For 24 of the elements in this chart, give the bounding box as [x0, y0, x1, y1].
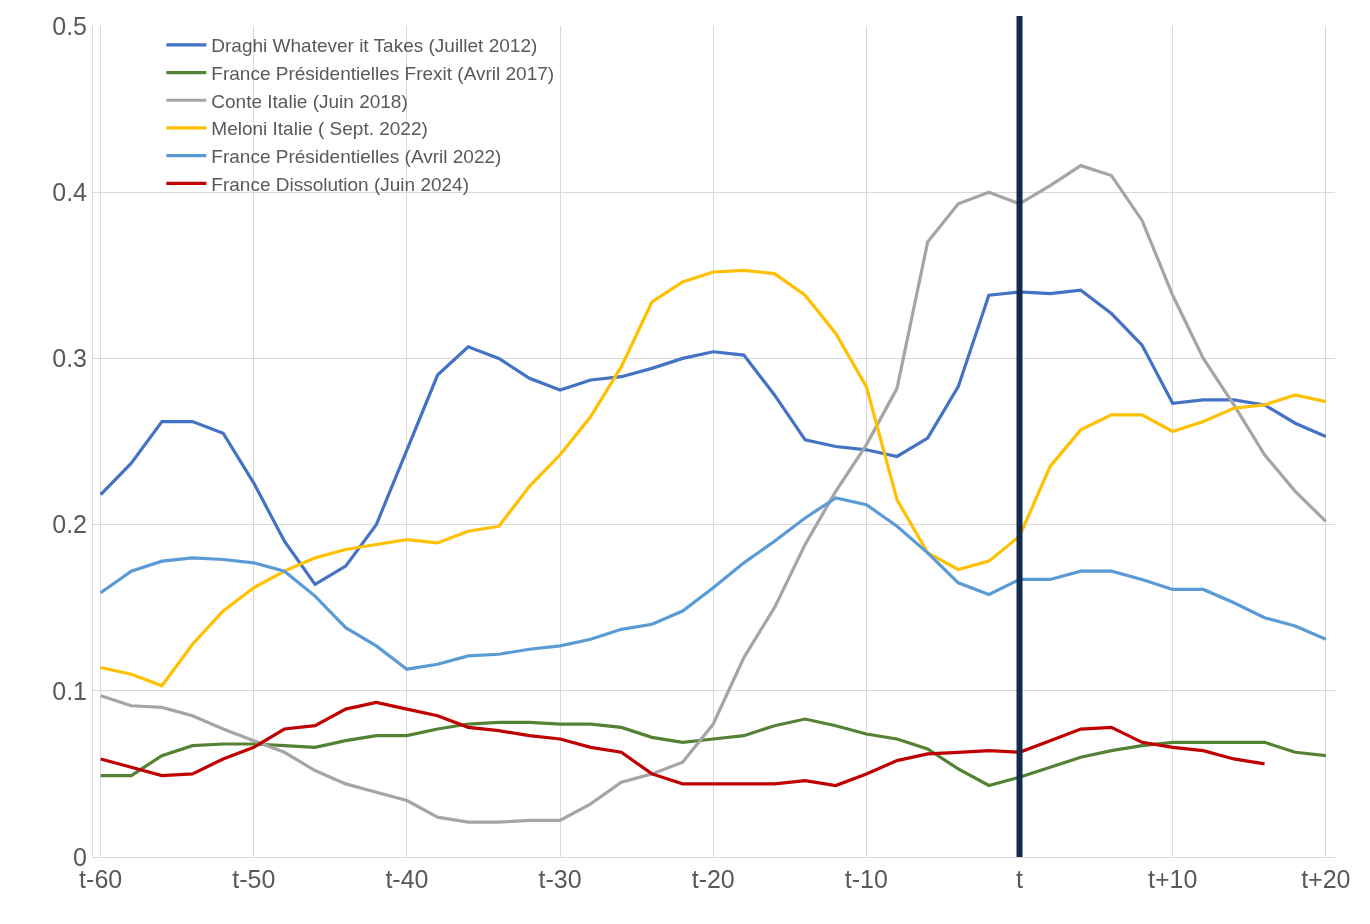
- x-tick-label: t-40: [385, 865, 429, 893]
- x-tick-label: t: [1016, 865, 1024, 893]
- legend-label: Meloni Italie ( Sept. 2022): [211, 118, 428, 140]
- x-tick-label: t+10: [1147, 865, 1198, 893]
- y-tick-label: 0.1: [52, 676, 87, 705]
- y-tick-label: 0.2: [52, 510, 87, 539]
- legend-label: Draghi Whatever it Takes (Juillet 2012): [211, 35, 538, 57]
- line-series: [99, 700, 1267, 788]
- line-series: [99, 268, 1328, 688]
- legend-label: France Présidentielles (Avril 2022): [211, 146, 502, 168]
- y-tick-label: 0.5: [52, 11, 87, 40]
- x-tick-label: t-20: [691, 865, 735, 893]
- line-series: [99, 717, 1328, 788]
- line-series: [99, 288, 1328, 587]
- legend-label: France Présidentielles Frexit (Avril 2017): [211, 62, 555, 84]
- x-tick-label: t+20: [1301, 865, 1351, 893]
- y-tick-label: 0.3: [52, 344, 87, 373]
- legend-label: France Dissolution (Juin 2024): [211, 173, 469, 195]
- legend-label: Conte Italie (Juin 2018): [211, 90, 408, 112]
- x-tick-label: t-30: [538, 865, 582, 893]
- x-tick-label: t-10: [844, 865, 888, 893]
- line-series: [99, 496, 1328, 671]
- y-tick-label: 0.4: [52, 177, 88, 206]
- x-tick-label: t-50: [232, 865, 276, 893]
